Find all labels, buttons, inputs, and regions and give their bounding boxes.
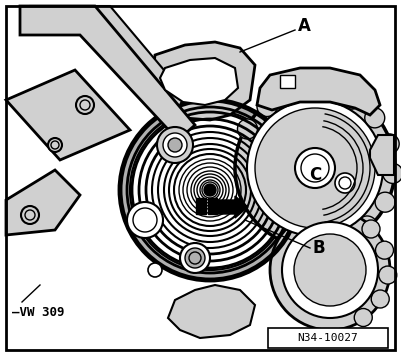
Circle shape xyxy=(148,263,162,277)
Circle shape xyxy=(335,173,355,193)
Circle shape xyxy=(375,241,393,259)
Circle shape xyxy=(284,83,304,103)
Circle shape xyxy=(255,108,375,228)
Circle shape xyxy=(189,252,201,264)
Circle shape xyxy=(204,184,216,196)
Circle shape xyxy=(21,206,39,224)
Polygon shape xyxy=(160,58,238,105)
Circle shape xyxy=(301,154,329,182)
Circle shape xyxy=(25,210,35,220)
Text: A: A xyxy=(298,17,311,35)
Circle shape xyxy=(237,119,257,139)
Text: C: C xyxy=(309,166,321,184)
Circle shape xyxy=(357,216,377,236)
Circle shape xyxy=(383,163,401,183)
Circle shape xyxy=(371,290,389,308)
Polygon shape xyxy=(6,170,80,235)
Polygon shape xyxy=(152,42,255,120)
Circle shape xyxy=(341,206,359,225)
Text: —VW 309: —VW 309 xyxy=(12,305,65,319)
Bar xyxy=(268,328,388,348)
Circle shape xyxy=(354,309,372,326)
Circle shape xyxy=(292,211,310,229)
Circle shape xyxy=(365,108,385,128)
Polygon shape xyxy=(168,285,255,338)
Polygon shape xyxy=(218,196,248,218)
Polygon shape xyxy=(370,135,394,175)
Circle shape xyxy=(316,203,334,221)
Circle shape xyxy=(295,148,335,188)
Circle shape xyxy=(270,210,390,330)
Circle shape xyxy=(282,222,378,318)
Wedge shape xyxy=(120,100,300,280)
Circle shape xyxy=(375,192,395,212)
Circle shape xyxy=(379,266,397,284)
Circle shape xyxy=(362,220,380,238)
Circle shape xyxy=(51,141,59,149)
Circle shape xyxy=(294,234,366,306)
Circle shape xyxy=(379,134,399,154)
Circle shape xyxy=(157,127,193,163)
Text: N34-10027: N34-10027 xyxy=(298,333,358,343)
Circle shape xyxy=(168,138,182,152)
Circle shape xyxy=(342,89,362,109)
Bar xyxy=(196,198,206,214)
Polygon shape xyxy=(20,6,195,140)
Circle shape xyxy=(127,202,163,238)
Polygon shape xyxy=(30,6,185,115)
Circle shape xyxy=(185,248,205,268)
Circle shape xyxy=(163,133,187,157)
Circle shape xyxy=(48,138,62,152)
Circle shape xyxy=(257,96,277,116)
Circle shape xyxy=(313,80,333,100)
Circle shape xyxy=(247,100,383,236)
Bar xyxy=(208,198,217,214)
Circle shape xyxy=(76,96,94,114)
Circle shape xyxy=(235,88,395,248)
Circle shape xyxy=(180,243,210,273)
Circle shape xyxy=(80,100,90,110)
Polygon shape xyxy=(280,75,295,88)
Text: B: B xyxy=(312,239,325,257)
Polygon shape xyxy=(257,68,380,115)
Polygon shape xyxy=(6,70,130,160)
